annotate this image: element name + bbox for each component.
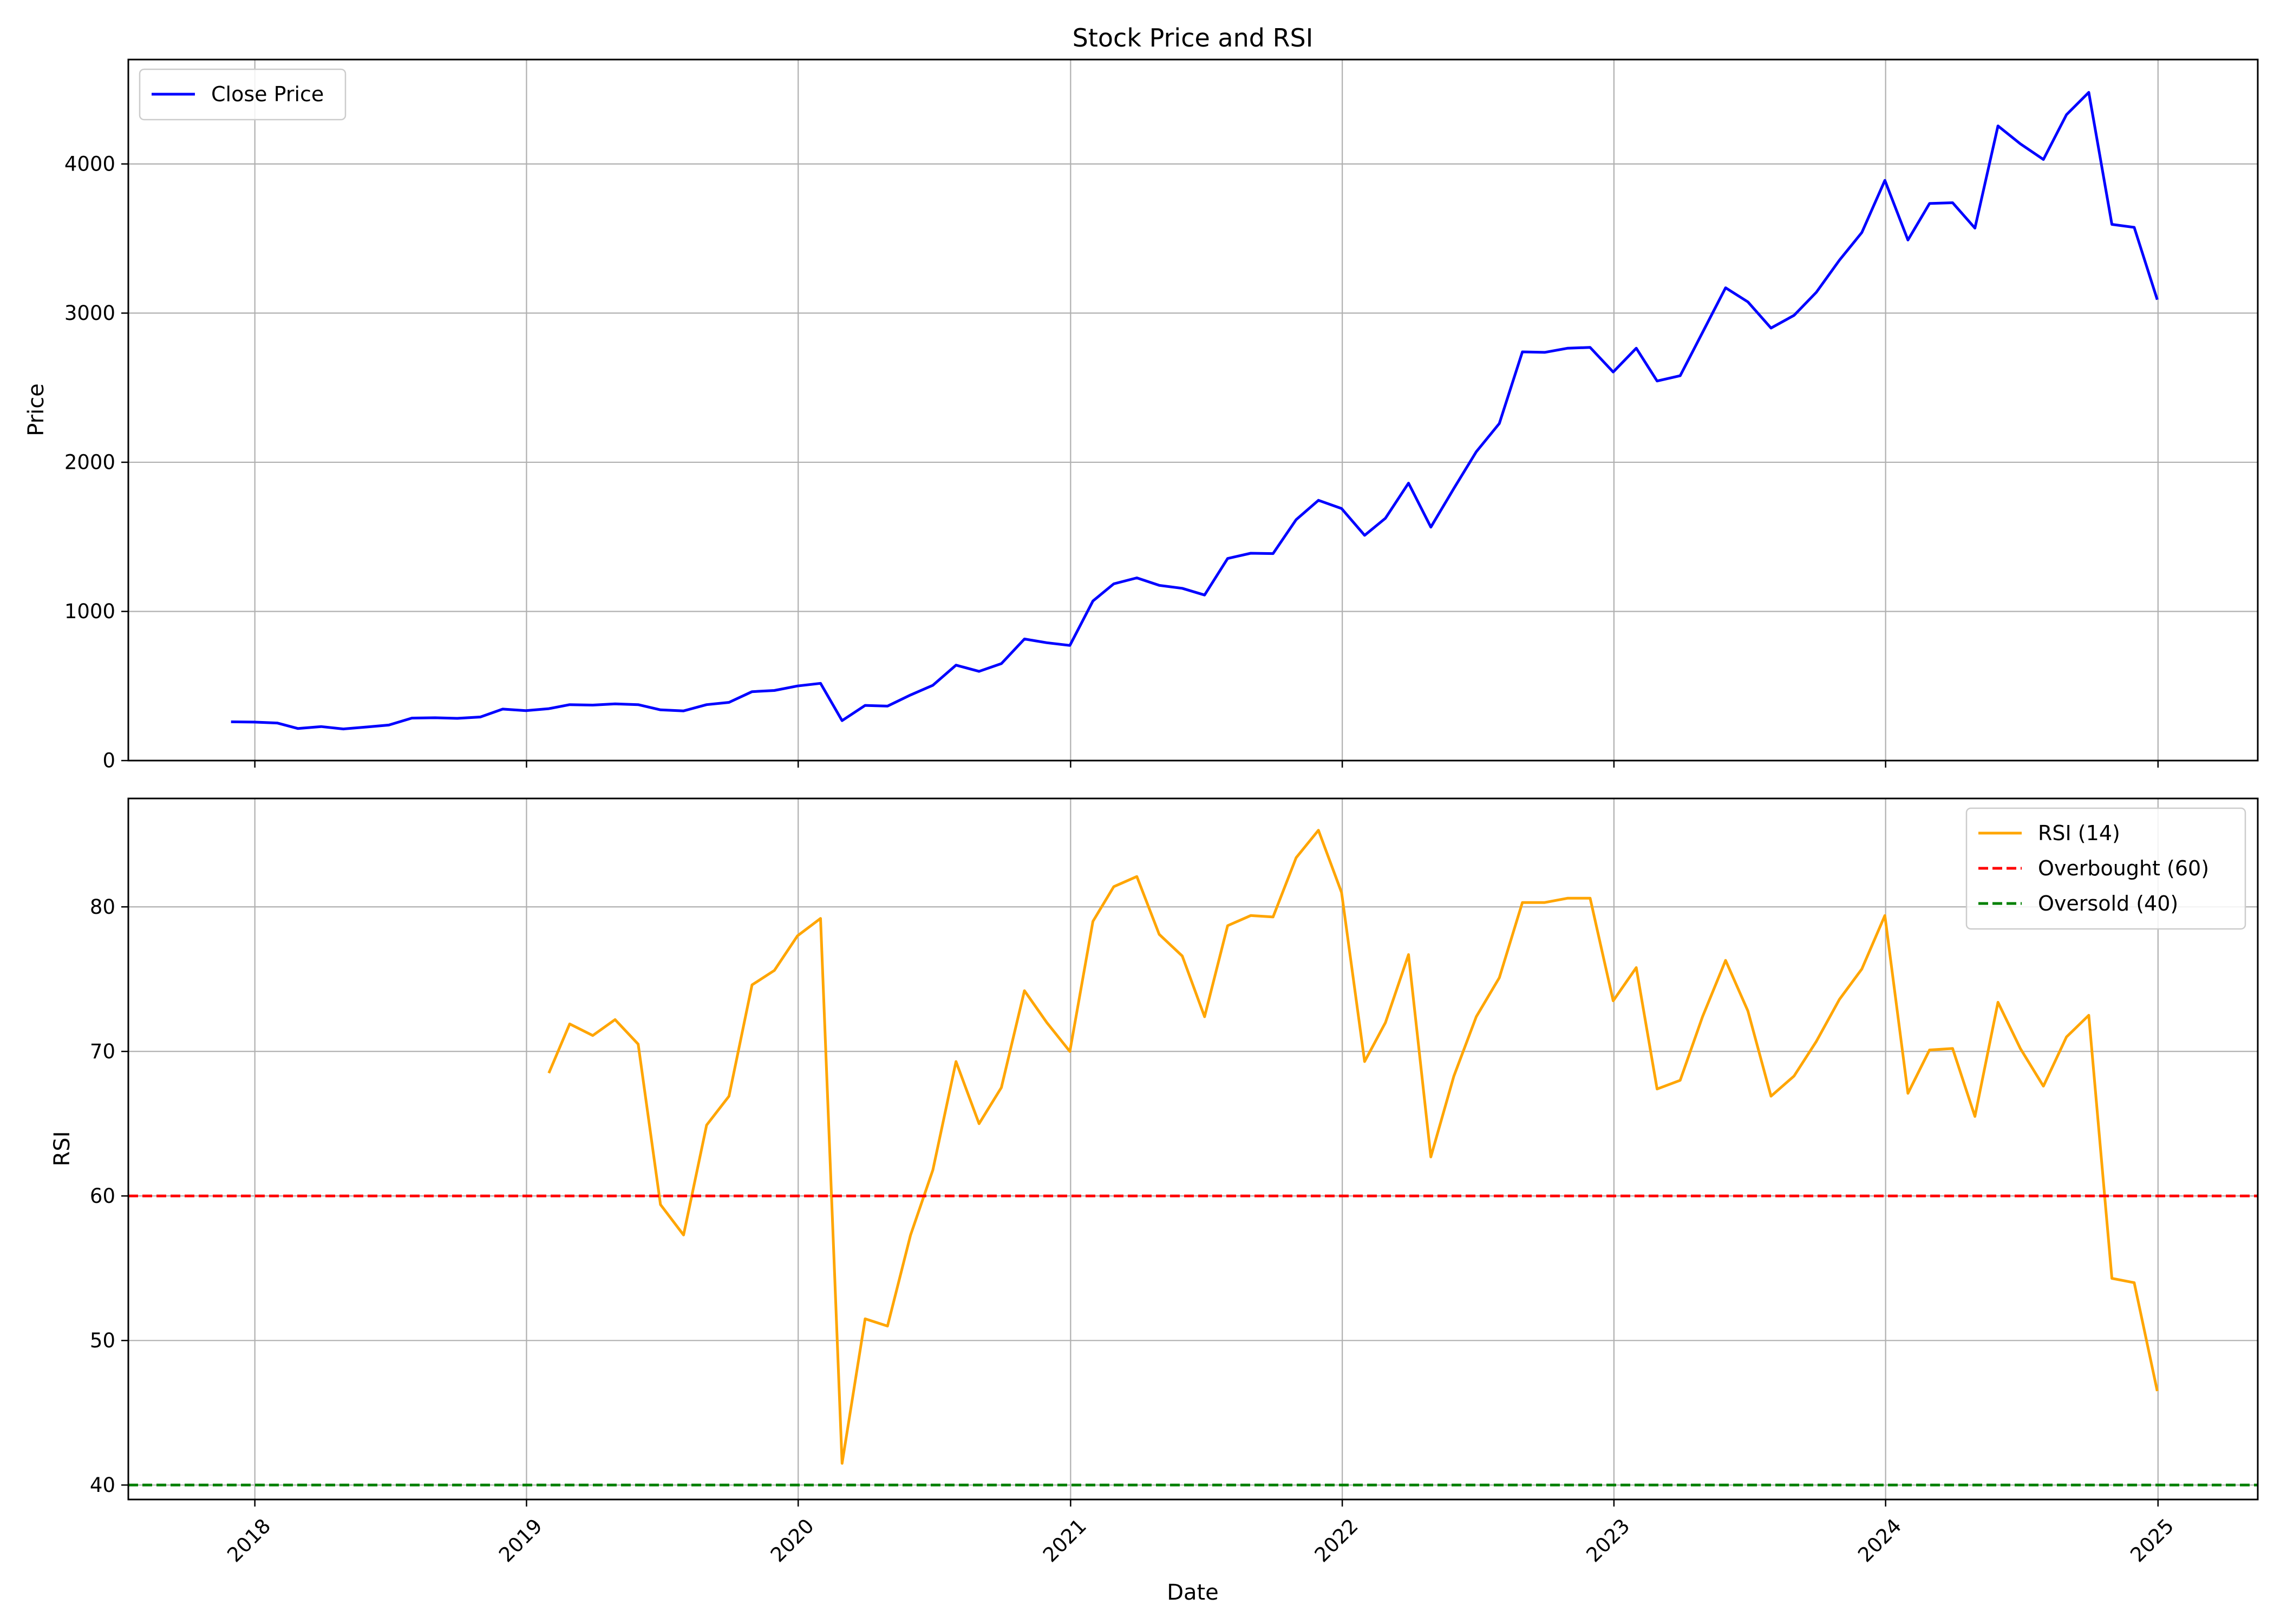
- x-tick-label-2021: 2021: [1038, 1514, 1091, 1567]
- price-panel: 0 1000 2000 3000 4000 Price Close Price: [24, 58, 2259, 772]
- series-rsi-line: [547, 829, 2159, 1465]
- price-series: [231, 91, 2159, 731]
- x-tick-label-2022: 2022: [1310, 1514, 1363, 1567]
- rsi-y-tick-label-70: 70: [90, 1040, 115, 1063]
- rsi-legend: RSI (14) Overbought (60) Oversold (40): [1965, 807, 2246, 930]
- x-tick-label-2019: 2019: [494, 1514, 547, 1567]
- rsi-panel: 2018 2019 2020 2021 2022 2023 2024 2025 40 50 60 70…: [50, 797, 2259, 1605]
- rsi-y-tick-label-60: 60: [90, 1184, 115, 1208]
- price-y-tick-label-3000: 3000: [64, 302, 115, 325]
- price-y-tick-label-2000: 2000: [64, 450, 115, 474]
- rsi-legend-box: [1965, 807, 2246, 930]
- price-legend-label-0: Close Price: [211, 82, 324, 106]
- rsi-legend-label-0: RSI (14): [2038, 821, 2120, 845]
- price-axes-frame: [127, 58, 2259, 762]
- rsi-y-tick-label-50: 50: [90, 1329, 115, 1352]
- rsi-series: [128, 829, 2258, 1487]
- price-y-tick-label-4000: 4000: [64, 152, 115, 175]
- price-y-tick-label-0: 0: [102, 749, 115, 772]
- series-close-price-line: [231, 91, 2159, 731]
- chart-title: Stock Price and RSI: [1073, 23, 1314, 53]
- rsi-legend-label-2: Oversold (40): [2038, 892, 2178, 915]
- x-tick-label-2023: 2023: [1582, 1514, 1634, 1567]
- price-legend-box: [139, 68, 347, 121]
- price-ticks: 0 1000 2000 3000 4000: [64, 152, 2159, 772]
- price-grid: [128, 60, 2258, 762]
- x-tick-label-2024: 2024: [1853, 1514, 1906, 1567]
- price-legend: Close Price: [139, 68, 347, 121]
- date-x-label: Date: [1167, 1580, 1219, 1605]
- rsi-y-tick-label-80: 80: [90, 895, 115, 919]
- x-tick-label-2025: 2025: [2126, 1514, 2178, 1567]
- rsi-y-tick-label-40: 40: [90, 1474, 115, 1497]
- rsi-ticks: 2018 2019 2020 2021 2022 2023 2024 2025 40 50 60 70…: [90, 895, 2178, 1567]
- x-tick-label-2018: 2018: [223, 1514, 275, 1567]
- x-tick-label-2020: 2020: [766, 1514, 819, 1567]
- rsi-y-label: RSI: [50, 1131, 75, 1167]
- price-y-tick-label-1000: 1000: [64, 600, 115, 623]
- rsi-legend-label-1: Overbought (60): [2038, 856, 2209, 880]
- price-y-label: Price: [24, 383, 49, 436]
- rsi-axes-frame: [127, 797, 2259, 1501]
- rsi-grid: [128, 798, 2258, 1499]
